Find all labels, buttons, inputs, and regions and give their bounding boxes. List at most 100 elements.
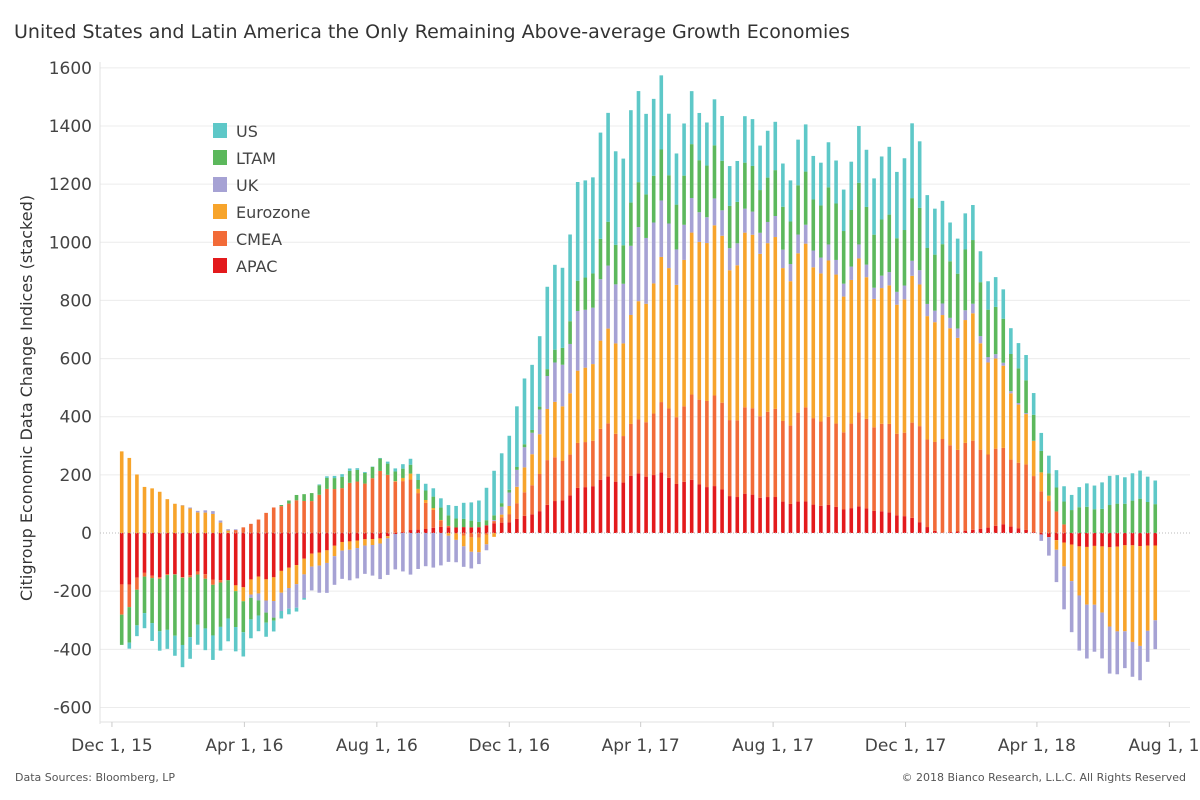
bar-segment-us bbox=[826, 142, 831, 188]
bar-segment-cmea bbox=[887, 423, 892, 513]
bar-segment-ltam bbox=[469, 520, 474, 528]
bar-segment-apac bbox=[530, 514, 534, 534]
bar-segment-us bbox=[279, 611, 284, 619]
bar-segment-cmea bbox=[416, 493, 420, 530]
bar-segment-apac bbox=[393, 533, 398, 535]
bar-segment-us bbox=[986, 281, 990, 310]
bar-segment-uk bbox=[522, 447, 527, 468]
bar-segment-apac bbox=[256, 533, 261, 577]
bar-segment-us bbox=[1107, 475, 1112, 506]
bar-segment-eurozone bbox=[537, 434, 542, 474]
bar-segment-uk bbox=[370, 544, 375, 576]
bar-segment-us bbox=[864, 149, 869, 207]
bar-segment-ltam bbox=[553, 349, 557, 363]
bar-segment-ltam bbox=[157, 578, 162, 632]
bar-segment-uk bbox=[499, 506, 504, 515]
bar-segment-ltam bbox=[621, 245, 626, 284]
bar-segment-eurozone bbox=[1024, 414, 1028, 465]
bar-segment-us bbox=[439, 498, 443, 508]
bar-segment-eurozone bbox=[864, 277, 869, 419]
bar-segment-eurozone bbox=[1039, 472, 1044, 492]
bar-segment-eurozone bbox=[226, 530, 230, 533]
bar-segment-us bbox=[347, 468, 352, 471]
bar-segment-us bbox=[689, 91, 694, 145]
bar-segment-eurozone bbox=[1130, 545, 1135, 642]
x-tick-label: Apr 1, 16 bbox=[205, 736, 283, 756]
bar-segment-uk bbox=[469, 551, 474, 569]
bar-segment-us bbox=[682, 123, 686, 176]
bar-segment-ltam bbox=[150, 578, 154, 624]
bar-segment-apac bbox=[173, 533, 177, 575]
bar-segment-cmea bbox=[537, 473, 542, 512]
bar-segment-ltam bbox=[507, 489, 512, 493]
bar-segment-ltam bbox=[1153, 504, 1158, 534]
bar-segment-uk bbox=[1153, 620, 1158, 650]
bar-segment-apac bbox=[492, 523, 496, 534]
bar-segment-us bbox=[127, 642, 132, 649]
bar-segment-eurozone bbox=[644, 303, 648, 423]
bar-segment-uk bbox=[674, 249, 679, 285]
bar-segment-apac bbox=[340, 533, 344, 542]
bar-segment-uk bbox=[1024, 413, 1028, 415]
bar-segment-cmea bbox=[872, 427, 876, 511]
bar-segment-ltam bbox=[454, 518, 458, 528]
bar-segment-uk bbox=[188, 507, 192, 509]
bar-segment-eurozone bbox=[393, 481, 398, 482]
bar-segment-eurozone bbox=[1031, 441, 1036, 477]
bar-segment-eurozone bbox=[575, 370, 580, 443]
bar-segment-cmea bbox=[203, 574, 208, 579]
legend-label-cmea: CMEA bbox=[236, 230, 282, 249]
bar-segment-apac bbox=[537, 511, 542, 534]
bar-segment-eurozone bbox=[917, 284, 922, 427]
bar-segment-apac bbox=[309, 533, 314, 554]
bar-segment-us bbox=[1092, 485, 1097, 510]
bar-segment-ltam bbox=[1092, 509, 1097, 534]
bar-segment-eurozone bbox=[727, 270, 732, 421]
bar-segment-ltam bbox=[423, 490, 428, 500]
bar-segment-cmea bbox=[545, 460, 550, 505]
bar-segment-uk bbox=[401, 533, 405, 572]
bar-segment-ltam bbox=[173, 574, 177, 636]
bar-segment-cmea bbox=[955, 449, 960, 532]
bar-segment-ltam bbox=[948, 261, 952, 318]
bar-segment-us bbox=[925, 195, 930, 248]
bar-segment-us bbox=[1153, 480, 1158, 505]
bar-segment-uk bbox=[902, 285, 907, 300]
bar-segment-us bbox=[150, 623, 154, 641]
bar-segment-us bbox=[750, 119, 755, 166]
bar-segment-us bbox=[416, 473, 420, 480]
bar-segment-ltam bbox=[819, 205, 823, 258]
bar-segment-us bbox=[340, 474, 344, 477]
bar-segment-uk bbox=[515, 469, 519, 487]
bar-segment-eurozone bbox=[477, 537, 481, 553]
bar-segment-apac bbox=[1138, 533, 1142, 547]
bar-segment-cmea bbox=[788, 425, 793, 504]
bar-segment-eurozone bbox=[849, 279, 854, 424]
y-tick-label: 0 bbox=[81, 524, 92, 544]
bar-segment-eurozone bbox=[218, 522, 223, 534]
bar-segment-eurozone bbox=[127, 457, 132, 534]
data-source-note: Data Sources: Bloomberg, LP bbox=[15, 771, 176, 784]
bar-segment-cmea bbox=[233, 530, 238, 534]
bar-segment-uk bbox=[1077, 595, 1082, 651]
bar-segment-cmea bbox=[902, 432, 907, 517]
bar-segment-uk bbox=[720, 210, 724, 236]
bar-segment-apac bbox=[135, 533, 139, 578]
bar-segment-ltam bbox=[773, 170, 778, 217]
bar-segment-eurozone bbox=[1077, 546, 1082, 596]
bar-segment-us bbox=[211, 635, 215, 660]
bar-segment-eurozone bbox=[659, 256, 664, 403]
bar-segment-cmea bbox=[963, 442, 968, 531]
bar-segment-eurozone bbox=[591, 364, 595, 441]
bar-segment-ltam bbox=[492, 515, 496, 521]
bar-segment-ltam bbox=[515, 466, 519, 470]
bar-segment-us bbox=[165, 629, 170, 649]
bar-segment-us bbox=[393, 468, 398, 472]
bar-segment-uk bbox=[1085, 604, 1089, 659]
bar-segment-uk bbox=[803, 224, 808, 244]
bar-segment-ltam bbox=[659, 149, 664, 201]
bar-segment-us bbox=[857, 126, 861, 183]
bar-segment-apac bbox=[1039, 533, 1044, 535]
bar-segment-uk bbox=[537, 409, 542, 435]
bar-segment-ltam bbox=[978, 282, 983, 337]
